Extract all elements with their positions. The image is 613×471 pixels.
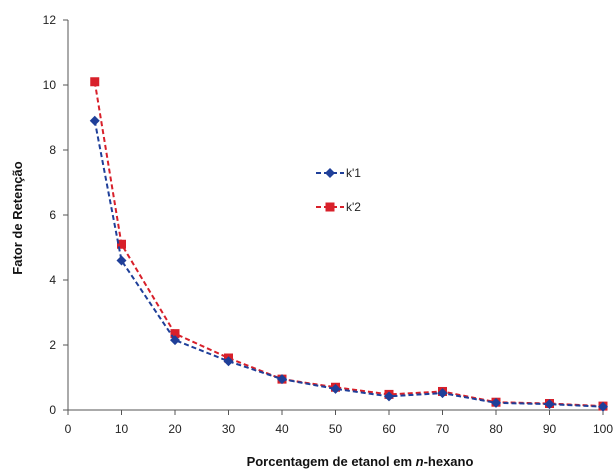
series-1-point: [89, 115, 100, 126]
series-2-line: [93, 81, 604, 408]
series-2-point: [90, 77, 100, 87]
series-1-point: [223, 356, 234, 367]
x-axis-title-part2: -hexano: [424, 454, 474, 469]
x-axis-ticks: 0 10 20 30 40 50 60 70 80 90 100: [65, 410, 613, 436]
x-axis-title: Porcentagem de etanol em n-hexano: [247, 454, 474, 469]
y-tick-label: 0: [49, 403, 56, 417]
series-2-point: [170, 329, 180, 339]
y-tick-label: 8: [49, 143, 56, 157]
series-1-point: [277, 374, 287, 385]
x-tick-label: 100: [593, 422, 613, 436]
series-1: [89, 115, 608, 412]
series-2: [90, 77, 608, 411]
y-tick-label: 10: [43, 78, 57, 92]
series-layer: [89, 77, 608, 412]
x-axis-title-italic: n: [416, 454, 424, 469]
x-tick-label: 20: [168, 422, 182, 436]
series-1-point: [384, 391, 394, 402]
series-1-point: [598, 401, 608, 412]
y-axis-title: Fator de Retenção: [10, 161, 25, 274]
x-axis-title-part1: Porcentagem de etanol em: [247, 454, 416, 469]
legend-item: k'2: [316, 200, 361, 214]
x-tick-label: 0: [65, 422, 72, 436]
y-tick-label: 12: [43, 13, 57, 27]
x-tick-label: 40: [275, 422, 289, 436]
legend-label: k'2: [346, 200, 361, 214]
y-tick-label: 2: [49, 338, 56, 352]
x-tick-label: 80: [489, 422, 503, 436]
series-1-point: [116, 255, 127, 266]
series-2-point: [117, 239, 126, 249]
x-tick-label: 70: [436, 422, 450, 436]
legend-item: k'1: [316, 166, 361, 180]
y-axis-ticks: 0 2 4 6 8 10 12: [43, 13, 68, 417]
series-1-point: [437, 388, 448, 399]
legend-label: k'1: [346, 166, 361, 180]
series-1-point: [544, 399, 555, 410]
legend-marker: [325, 202, 335, 212]
x-tick-label: 90: [543, 422, 557, 436]
y-tick-label: 4: [49, 273, 56, 287]
legend: k'1 k'2: [316, 166, 361, 214]
legend-marker: [325, 168, 335, 178]
x-tick-label: 60: [382, 422, 396, 436]
axes: [67, 20, 603, 411]
series-1-point: [170, 335, 180, 346]
y-tick-label: 6: [49, 208, 56, 222]
series-1-point: [330, 383, 341, 394]
x-tick-label: 30: [222, 422, 236, 436]
x-tick-label: 10: [115, 422, 129, 436]
series-1-line: [93, 120, 604, 408]
series-1-point: [491, 397, 501, 408]
x-tick-label: 50: [329, 422, 343, 436]
